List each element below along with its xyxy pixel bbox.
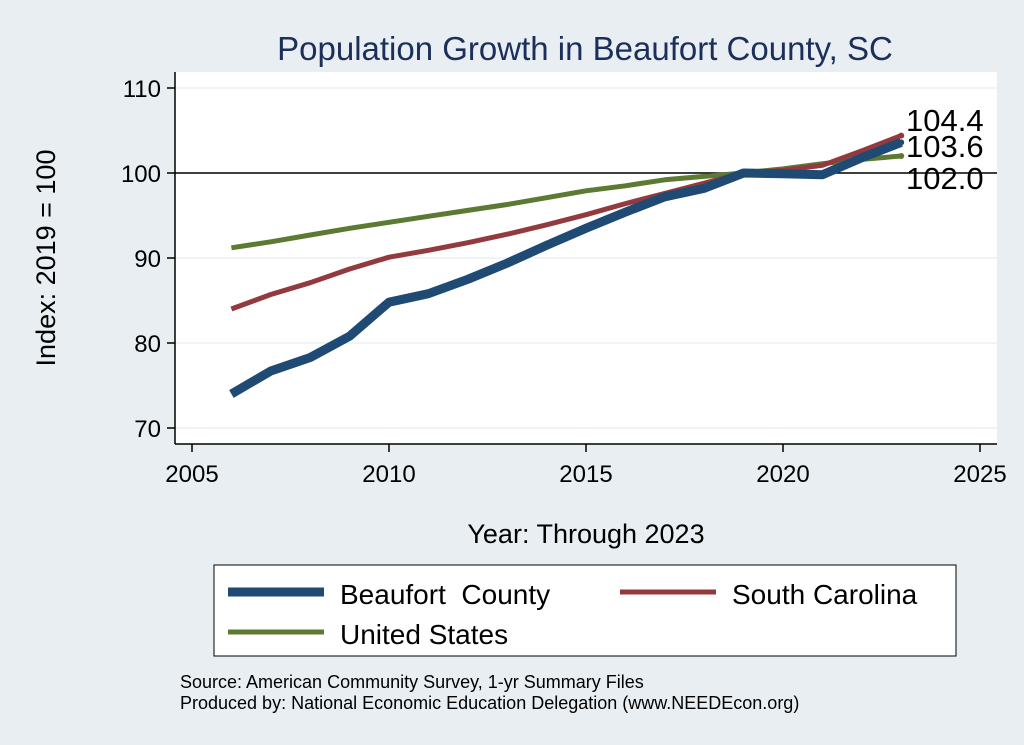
y-axis-title: Index: 2019 = 100 [31, 150, 61, 367]
series-end-point [898, 139, 905, 146]
x-tick-label: 2005 [165, 461, 218, 488]
end-value-label: 102.0 [906, 161, 984, 196]
series-lines [229, 132, 905, 398]
end-value-label: 104.4 [906, 103, 984, 138]
y-tick-label: 110 [123, 76, 161, 103]
legend-label: Beaufort County [340, 579, 550, 610]
series-end-point [898, 132, 905, 139]
y-tick-label: 90 [134, 246, 161, 273]
chart-title: Population Growth in Beaufort County, SC [277, 30, 893, 67]
x-tick-label: 2010 [362, 461, 415, 488]
series-end-point [898, 153, 905, 159]
axes: 70 80 90 100 110 2005 2010 2015 2020 2025 [121, 72, 1007, 488]
y-tick-label: 100 [121, 161, 161, 188]
x-axis-title: Year: Through 2023 [467, 519, 704, 549]
legend-box [213, 564, 957, 657]
legend: Beaufort County South Carolina United Stat… [213, 564, 957, 657]
source-note: Source: American Community Survey, 1-yr … [180, 672, 644, 692]
legend-label: United States [340, 619, 508, 650]
end-value-label: 103.6 [906, 129, 984, 164]
x-tick-label: 2020 [756, 461, 809, 488]
series-line-beaufort-county [229, 138, 903, 398]
y-tick-label: 70 [134, 416, 161, 443]
legend-label: South Carolina [732, 579, 918, 610]
y-tick-label: 80 [134, 331, 161, 358]
produced-by-note: Produced by: National Economic Education… [180, 693, 799, 713]
x-tick-label: 2015 [559, 461, 612, 488]
x-tick-label: 2025 [953, 461, 1006, 488]
